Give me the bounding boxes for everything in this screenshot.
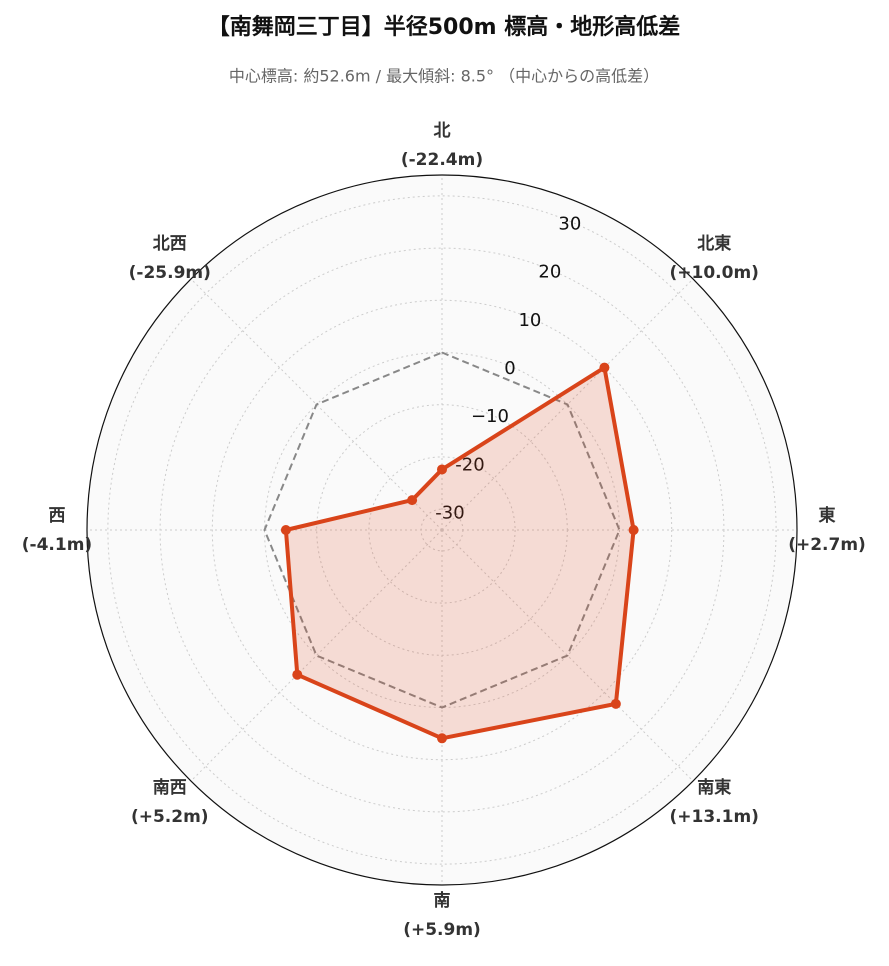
data-point bbox=[280, 525, 291, 535]
data-point bbox=[437, 464, 447, 475]
data-point bbox=[599, 362, 610, 373]
spoke bbox=[441, 278, 694, 531]
grid-circle bbox=[211, 299, 673, 761]
r-tick-label: 20 bbox=[538, 262, 561, 283]
data-point bbox=[628, 525, 639, 535]
outer-frame bbox=[86, 174, 798, 886]
r-tick-label: 10 bbox=[518, 310, 541, 331]
spoke bbox=[190, 529, 443, 782]
chart-title: 【南舞岡三丁目】半径500m 標高・地形高低差 bbox=[208, 14, 681, 40]
value-label: (-4.1m) bbox=[22, 535, 92, 555]
data-point bbox=[437, 733, 447, 744]
spoke bbox=[441, 529, 694, 782]
category-label: 北 bbox=[434, 121, 451, 141]
category-label: 北東 bbox=[697, 233, 731, 254]
value-label: (+10.0m) bbox=[670, 263, 759, 283]
value-label: (+5.2m) bbox=[131, 807, 209, 827]
category-label: 西 bbox=[49, 506, 66, 526]
r-tick-label: 30 bbox=[558, 213, 581, 234]
grid-circle bbox=[107, 195, 777, 865]
reference-line bbox=[263, 351, 621, 709]
data-point bbox=[292, 669, 303, 680]
category-label: 南西 bbox=[153, 777, 187, 798]
value-label: (+13.1m) bbox=[670, 807, 759, 827]
value-label: (-25.9m) bbox=[129, 263, 211, 283]
value-label: (-22.4m) bbox=[401, 150, 483, 170]
spoke bbox=[190, 278, 443, 531]
category-label: 北西 bbox=[153, 234, 187, 254]
r-tick-label: 0 bbox=[504, 358, 515, 379]
r-tick-label: -30 bbox=[435, 503, 464, 524]
data-point bbox=[407, 495, 418, 506]
data-point bbox=[610, 698, 621, 709]
value-label: (+5.9m) bbox=[403, 920, 481, 940]
category-label: 東 bbox=[819, 505, 836, 526]
value-label: (+2.7m) bbox=[788, 535, 866, 555]
grid-circle bbox=[368, 456, 516, 604]
category-label: 南 bbox=[434, 890, 451, 911]
r-tick-label: −10 bbox=[471, 406, 509, 427]
category-label: 南東 bbox=[697, 777, 731, 798]
r-tick-label: -20 bbox=[455, 454, 484, 475]
chart-subtitle: 中心標高: 約52.6m / 最大傾斜: 8.5° （中心からの高低差） bbox=[229, 67, 659, 86]
